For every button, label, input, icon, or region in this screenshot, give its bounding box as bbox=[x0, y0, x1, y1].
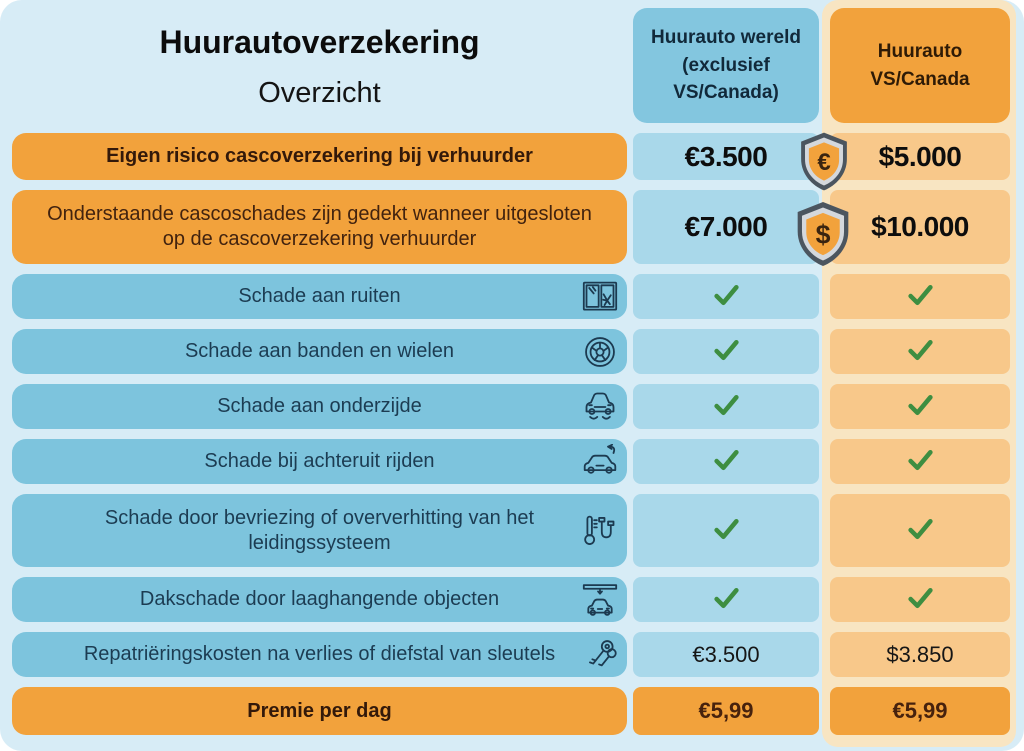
page-subtitle: Overzicht bbox=[258, 76, 381, 109]
world-value-cell bbox=[633, 577, 819, 622]
row-label: Schade aan banden en wielen bbox=[184, 340, 455, 362]
vs-canada-value-cell bbox=[830, 274, 1010, 319]
vs-canada-value-cell: €5,99 bbox=[830, 687, 1010, 735]
value-text: $5.000 bbox=[878, 140, 962, 172]
row-label: Schade door bevriezing of oververhitting… bbox=[104, 506, 535, 554]
check-icon bbox=[907, 338, 934, 366]
row-label-bar: Premie per dag bbox=[12, 687, 627, 735]
row-label: Dakschade door laaghangende objecten bbox=[139, 588, 500, 610]
tire-icon bbox=[580, 334, 620, 370]
vs-canada-value-cell: $5.000 bbox=[830, 133, 1010, 180]
check-icon bbox=[907, 283, 934, 311]
check-icon bbox=[713, 517, 740, 545]
check-icon bbox=[713, 338, 740, 366]
row-label-bar: Schade bij achteruit rijden bbox=[12, 439, 627, 484]
world-value-cell: €7.000 bbox=[633, 190, 819, 264]
row-label-bar: Repatriëringskosten na verlies of diefst… bbox=[12, 632, 627, 677]
world-value-cell bbox=[633, 274, 819, 319]
car-keys-icon bbox=[580, 637, 620, 673]
check-icon bbox=[907, 393, 934, 421]
check-icon bbox=[907, 586, 934, 614]
frozen-pipes-icon bbox=[580, 513, 620, 549]
row-label: Onderstaande cascoschades zijn gedekt wa… bbox=[47, 203, 592, 250]
vs-canada-value-cell bbox=[830, 329, 1010, 374]
value-text: €5,99 bbox=[698, 698, 754, 723]
value-text: €3.500 bbox=[692, 641, 760, 667]
value-text: €7.000 bbox=[684, 211, 768, 242]
low-object-icon bbox=[580, 582, 620, 618]
row-label-bar: Eigen risico cascoverzekering bij verhuu… bbox=[12, 133, 627, 180]
row-label: Schade aan ruiten bbox=[238, 285, 401, 307]
world-value-cell bbox=[633, 439, 819, 484]
row-label: Schade aan onderzijde bbox=[217, 395, 422, 417]
shield-euro-icon: € bbox=[795, 129, 853, 199]
row-label: Repatriëringskosten na verlies of diefst… bbox=[83, 643, 556, 665]
row-label: Schade bij achteruit rijden bbox=[204, 450, 435, 472]
world-value-cell: €3.500 bbox=[633, 133, 819, 180]
check-icon bbox=[713, 448, 740, 476]
check-icon bbox=[713, 586, 740, 614]
svg-text:$: $ bbox=[816, 219, 831, 249]
vs-canada-value-cell: $3.850 bbox=[830, 632, 1010, 677]
car-reversing-icon bbox=[580, 443, 620, 480]
world-value-cell: €3.500 bbox=[633, 632, 819, 677]
vs-canada-value-cell bbox=[830, 577, 1010, 622]
broken-window-icon bbox=[580, 279, 620, 315]
column-header-world: Huurauto wereld (exclusief VS/Canada) bbox=[633, 8, 819, 123]
page-title: Huurautoverzekering bbox=[159, 23, 480, 60]
check-icon bbox=[907, 448, 934, 476]
world-value-cell bbox=[633, 494, 819, 567]
vs-canada-value-cell: $10.000 bbox=[830, 190, 1010, 264]
shield-dollar-icon: $ bbox=[791, 198, 855, 275]
vs-canada-value-cell bbox=[830, 384, 1010, 429]
check-icon bbox=[713, 283, 740, 311]
value-text: $3.850 bbox=[886, 641, 954, 667]
row-label-bar: Schade aan onderzijde bbox=[12, 384, 627, 429]
value-text: €5,99 bbox=[892, 698, 948, 723]
vs-canada-value-cell bbox=[830, 494, 1010, 567]
value-text: $10.000 bbox=[871, 211, 969, 242]
row-label-bar: Schade aan ruiten bbox=[12, 274, 627, 319]
world-value-cell: €5,99 bbox=[633, 687, 819, 735]
row-label: Premie per dag bbox=[247, 699, 392, 722]
row-label-bar: Dakschade door laaghangende objecten bbox=[12, 577, 627, 622]
row-label-bar: Schade aan banden en wielen bbox=[12, 329, 627, 374]
value-text: €3.500 bbox=[684, 140, 768, 172]
row-label-bar: Onderstaande cascoschades zijn gedekt wa… bbox=[12, 190, 627, 264]
row-label-bar: Schade door bevriezing of oververhitting… bbox=[12, 494, 627, 567]
title-block: Huurautoverzekering Overzicht bbox=[12, 8, 627, 123]
check-icon bbox=[907, 517, 934, 545]
svg-text:€: € bbox=[817, 149, 830, 176]
world-value-cell bbox=[633, 384, 819, 429]
row-label: Eigen risico cascoverzekering bij verhuu… bbox=[106, 145, 533, 167]
column-header-vs-canada: Huurauto VS/Canada bbox=[830, 8, 1010, 123]
check-icon bbox=[713, 393, 740, 421]
world-value-cell bbox=[633, 329, 819, 374]
vs-canada-value-cell bbox=[830, 439, 1010, 484]
car-underside-icon bbox=[580, 389, 620, 425]
